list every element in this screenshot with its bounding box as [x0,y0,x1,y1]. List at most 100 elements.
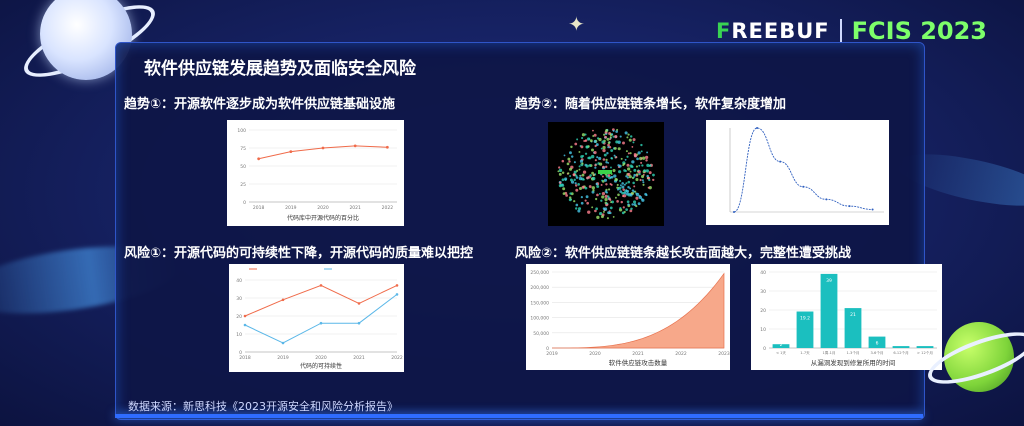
data-point [243,323,247,327]
x-tick-label: 2022 [391,355,403,361]
network-node [612,129,615,132]
x-tick-label: 2020 [315,355,327,361]
network-node [574,182,577,185]
network-node [576,169,579,172]
network-node [611,133,614,136]
network-node [614,177,618,182]
network-node [610,201,612,204]
network-node [585,164,589,168]
network-node [578,207,582,211]
y-tick-label: 100 [237,128,246,134]
network-node [584,186,588,190]
network-node [618,170,622,174]
network-node [579,174,582,177]
chart-svg: 0 50,000 100,000 150,000 200,000 250,000 2019 2… [530,270,729,367]
event-logo: FCIS 2023 [851,17,987,45]
network-node [594,166,597,169]
network-node [593,133,597,137]
data-point [848,205,851,208]
y-tick-label: 40 [236,278,242,284]
network-node [629,164,633,168]
network-node [625,182,628,185]
data-point [871,208,874,211]
y-tick-label: 0 [243,200,246,206]
network-node [635,173,639,176]
network-node [623,162,626,165]
bar [772,344,790,348]
network-node [641,156,646,160]
network-node [604,194,608,199]
y-tick-label: 20 [760,308,766,314]
y-tick-label: 10 [760,327,766,333]
network-node [607,174,611,177]
y-tick-label: 30 [760,289,766,295]
network-node [605,202,608,205]
network-node [609,138,612,141]
y-tick-label: 250,000 [530,270,549,276]
network-node [593,150,597,155]
network-node [581,173,585,177]
network-node [607,188,611,191]
network-node [592,176,596,181]
data-point [395,293,399,296]
network-node [605,165,608,169]
network-node [638,195,643,200]
network-node [633,154,638,158]
network-node [602,165,605,169]
network-node [569,167,573,171]
x-tick-label: < 1天 [776,351,786,355]
network-node [578,186,583,191]
network-node [645,169,649,173]
network-node [569,175,572,178]
data-label: 6 [876,341,879,347]
chart-svg: 0 10 20 30 40 2 < 1天 19.2 1-7天 39 1周-1月 21 1-3个月 6 3-6… [760,270,937,367]
network-node [594,164,597,167]
network-node [592,129,594,132]
x-tick-label: 1周-1月 [822,350,835,355]
network-node [629,170,632,173]
x-tick-label: 2021 [632,351,644,357]
network-node [620,200,623,204]
network-node [557,170,560,173]
chart-complexity-curve [706,120,889,225]
network-node [632,200,637,204]
x-tick-label: 2021 [353,355,365,361]
bar [820,273,838,348]
network-node [629,193,633,197]
network-node [623,183,626,186]
series-line [244,294,398,344]
section-trend1: 趋势①：开源软件逐步成为软件供应链基础设施 [124,97,396,112]
network-node [607,195,610,198]
network-node [621,185,625,189]
network-node [615,130,618,133]
data-point [321,146,325,150]
x-tick-label: 2020 [589,351,601,357]
chart-svg: 0 25 50 75 100 2018 2019 2020 2021 2022 代码库中开源代码的百… [237,128,397,222]
network-node [591,148,594,152]
data-point [733,211,735,213]
network-node [600,215,604,219]
network-node [581,185,585,189]
network-core [598,170,612,174]
x-tick-label: 2019 [285,205,297,211]
network-node [594,159,597,162]
network-node [561,171,565,174]
network-node [635,192,640,197]
network-node [635,205,638,208]
network-node [614,135,618,139]
network-node [584,139,588,142]
network-node [642,183,645,186]
network-node [561,178,565,182]
network-node [635,178,639,182]
network-node [598,137,602,142]
network-node [621,211,625,215]
network-node [609,182,612,186]
network-node [637,202,641,206]
chart-svg [729,127,884,213]
network-node [589,174,592,177]
network-node [573,170,577,174]
network-node [626,163,630,167]
network-node [603,178,608,182]
network-node [607,141,611,145]
network-node [591,186,595,190]
